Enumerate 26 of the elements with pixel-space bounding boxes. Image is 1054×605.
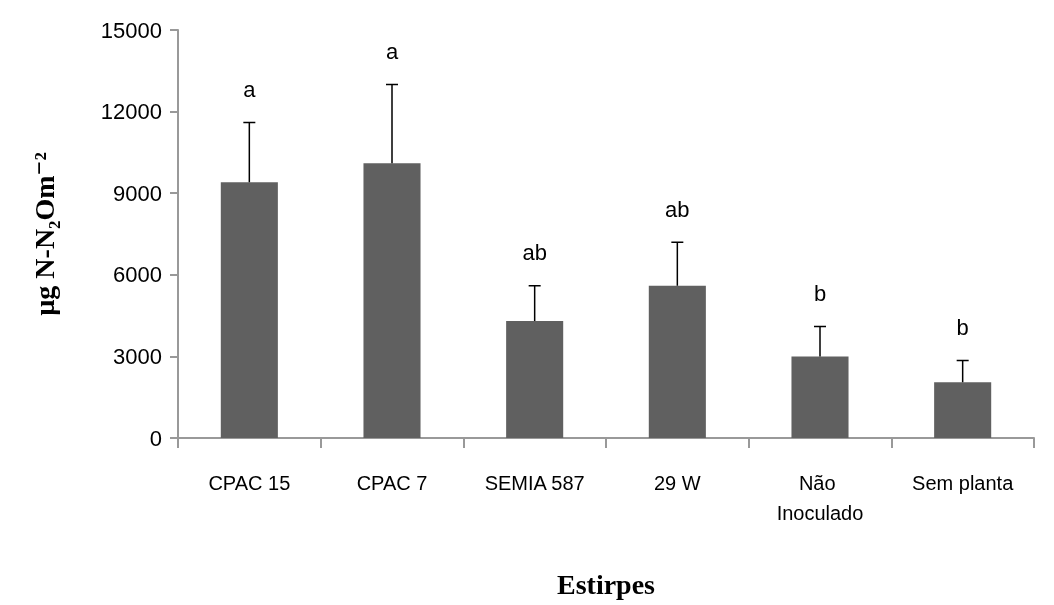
- y-tick-label: 12000: [100, 99, 162, 125]
- bar: [934, 382, 992, 438]
- annotation: a: [243, 76, 257, 102]
- annotation: ab: [522, 240, 547, 266]
- bar: [506, 321, 564, 438]
- x-tick-label: CPAC 7: [356, 472, 428, 494]
- annotation: b: [813, 280, 827, 306]
- annotation: b: [956, 314, 969, 340]
- x-tick-label: SEMIA 587: [484, 472, 585, 494]
- bar: [648, 285, 706, 438]
- annotation: a: [385, 38, 399, 64]
- annotation: ab: [665, 196, 690, 222]
- bar: [220, 182, 278, 438]
- y-tick-label: 15000: [100, 17, 162, 43]
- x-tick-label: CPAC 15: [208, 472, 291, 494]
- y-tick-label: 3000: [113, 343, 162, 369]
- y-tick-label: 0: [149, 425, 162, 451]
- x-axis-title: Estirpes: [557, 568, 656, 600]
- y-tick-label: 9000: [113, 180, 162, 206]
- bar: [791, 356, 849, 438]
- bar: [363, 163, 421, 438]
- y-tick-label: 6000: [113, 262, 162, 288]
- y-axis-title: µg N-N₂Om⁻²: [28, 152, 60, 316]
- x-tick-label: Sem planta: [912, 472, 1015, 494]
- x-tick-label: 29 W: [653, 472, 701, 494]
- x-tick-label: Não Inoculado: [776, 472, 864, 524]
